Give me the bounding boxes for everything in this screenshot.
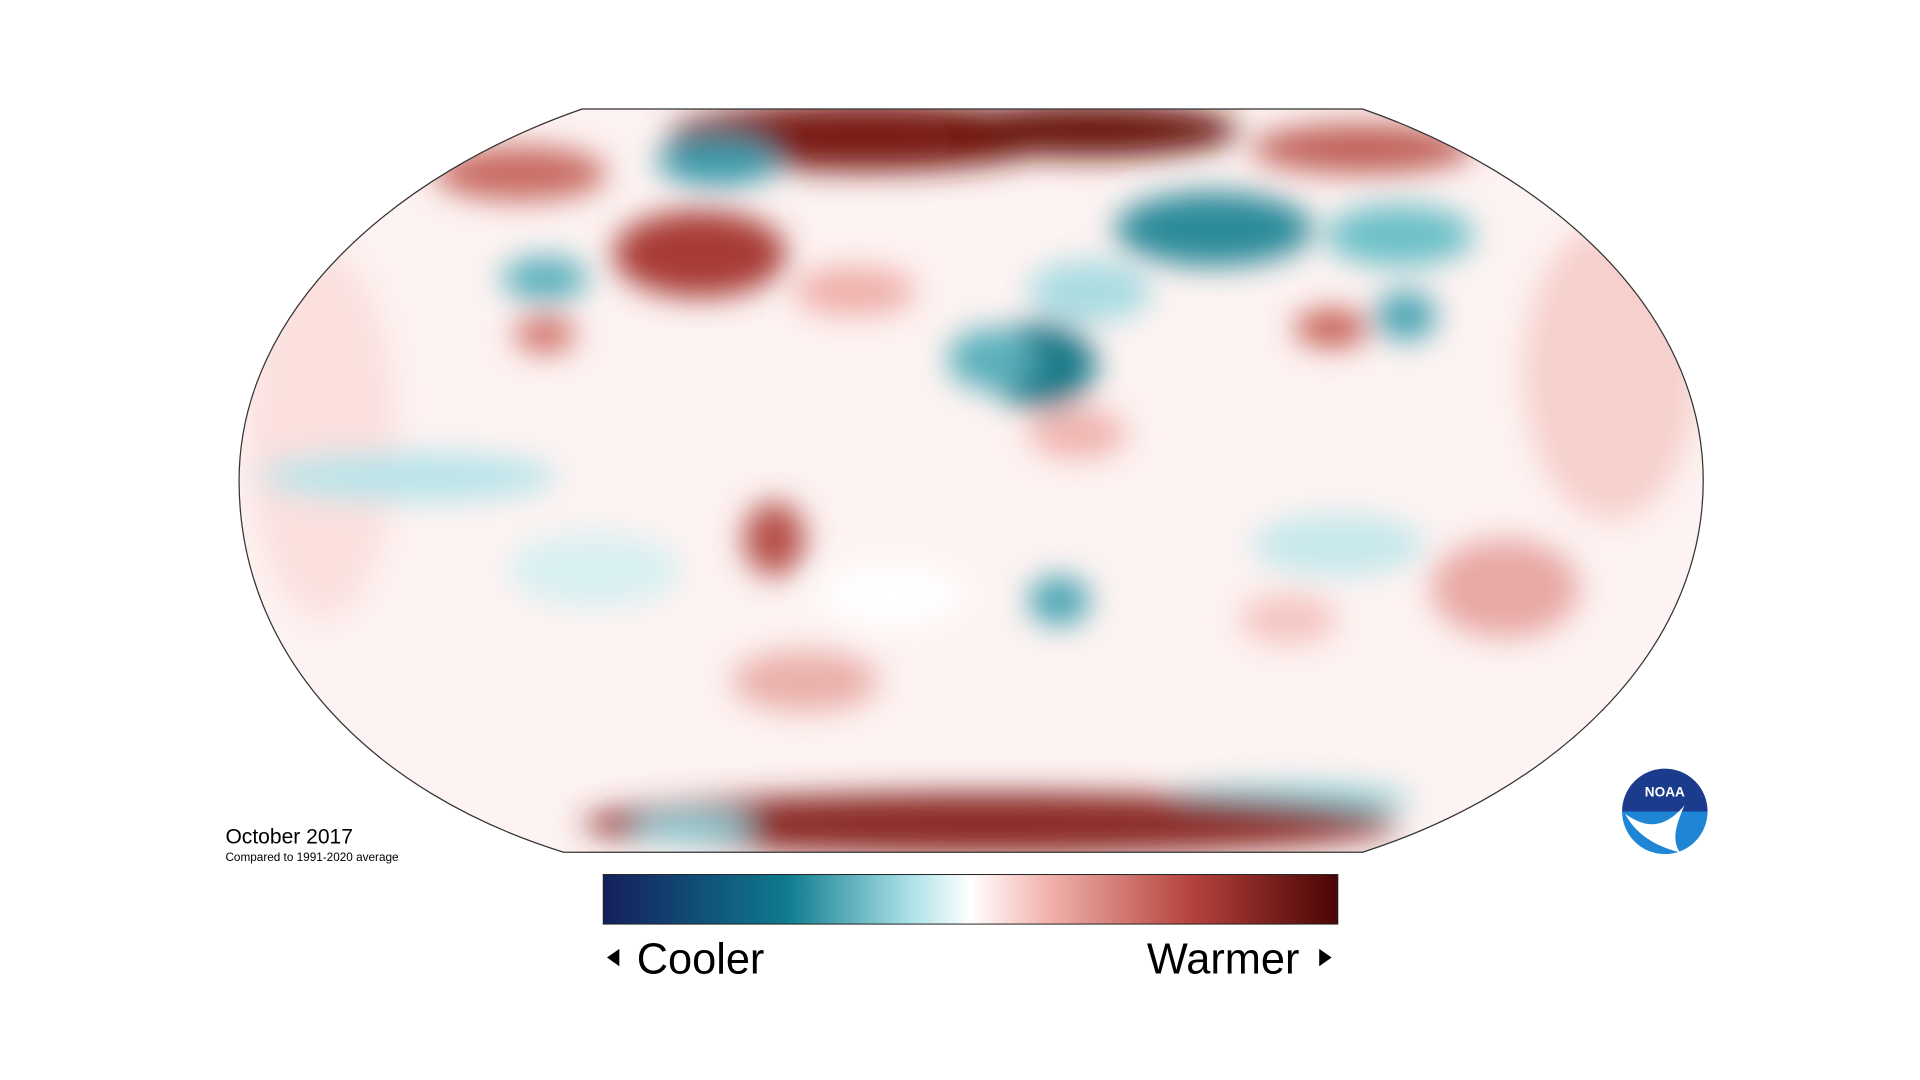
cooler-arrow <box>606 948 620 967</box>
anomaly-region <box>613 210 787 298</box>
anomaly-region <box>507 532 682 607</box>
anomaly-region <box>792 266 917 316</box>
anomaly-region <box>501 256 589 302</box>
anomaly-region <box>631 812 756 843</box>
map-subtitle: Compared to 1991-2020 average <box>225 851 399 864</box>
noaa-logo: NOAA <box>1620 767 1709 856</box>
anomaly-region <box>817 563 967 626</box>
color-scale <box>602 874 1339 925</box>
anomaly-region <box>743 501 806 576</box>
anomaly-region <box>947 328 1035 391</box>
anomaly-region <box>1325 204 1475 267</box>
anomaly-region <box>941 109 1239 158</box>
anomaly-region <box>1028 260 1152 323</box>
anomaly-region <box>1523 222 1698 521</box>
anomaly-region <box>433 146 607 201</box>
anomaly-region <box>1238 594 1338 645</box>
anomaly-region <box>1294 309 1369 347</box>
warmer-arrow <box>1319 948 1332 967</box>
logo-bird <box>1625 805 1685 853</box>
anomaly-region <box>260 452 558 502</box>
anomaly-region <box>1374 291 1437 341</box>
anomaly-region <box>582 792 1400 853</box>
anomaly-region <box>1251 514 1425 576</box>
logo-text: NOAA <box>1645 784 1685 799</box>
anomaly-map <box>239 109 1704 853</box>
legend-high-label: Warmer <box>1147 936 1300 984</box>
anomaly-region <box>1028 408 1128 459</box>
anomaly-region <box>1430 538 1580 638</box>
anomaly-region <box>1114 192 1314 267</box>
anomaly-region <box>1251 123 1475 174</box>
map-title: October 2017 <box>225 826 353 849</box>
anomaly-region <box>247 247 397 620</box>
anomaly-region <box>656 136 781 186</box>
legend-low-label: Cooler <box>637 936 765 984</box>
map-outline <box>238 108 1704 853</box>
anomaly-region <box>514 315 576 354</box>
anomaly-region <box>730 650 880 713</box>
anomaly-region <box>1028 576 1091 626</box>
